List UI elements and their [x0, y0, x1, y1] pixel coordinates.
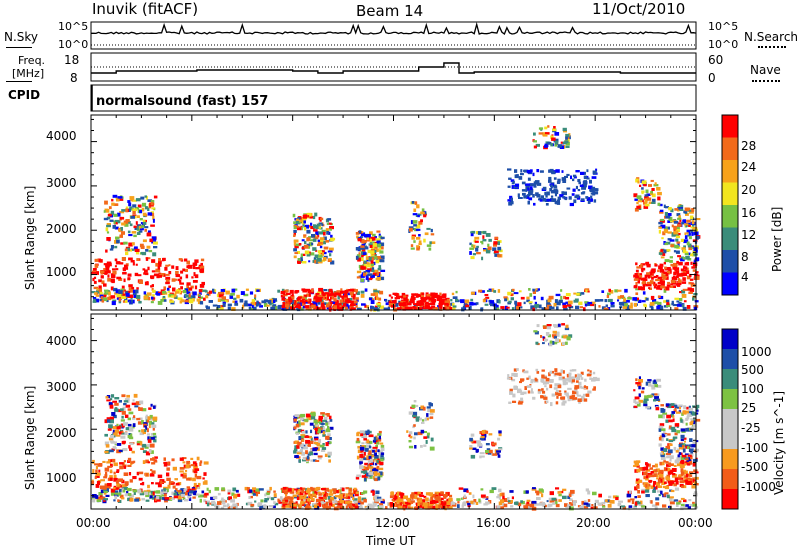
power-ytick-4000: 4000 — [46, 129, 77, 143]
vel-ytick-1000: 1000 — [46, 471, 77, 485]
vel-ytick-3000: 3000 — [46, 380, 77, 394]
power-ytick-2000: 2000 — [46, 222, 77, 236]
noise-sky-line — [91, 21, 697, 36]
vel-ytick-4000: 4000 — [46, 334, 77, 348]
vel-cbar-neg500: -500 — [741, 460, 769, 474]
vel-cbar-neg25: -25 — [741, 421, 761, 435]
power-colorbar — [721, 114, 739, 296]
xtick-2400: 00:00 — [678, 516, 713, 530]
xtick-1200: 12:00 — [375, 516, 410, 530]
xtick-0800: 08:00 — [274, 516, 309, 530]
power-cbar-16: 16 — [741, 206, 757, 220]
xtick-0400: 04:00 — [173, 516, 208, 530]
velocity-panel-frame — [90, 313, 697, 510]
noise-tick-bottom-left: 10^0 — [58, 38, 89, 51]
cpid-mode-text: normalsound (fast) 157 — [96, 94, 269, 109]
station-title: Inuvik (fitACF) — [92, 0, 199, 18]
nave-legend-line — [752, 80, 780, 82]
vel-cbar-neg1000: -1000 — [741, 480, 776, 494]
velocity-colorbar — [721, 328, 739, 510]
noise-search-label: N.Search — [744, 30, 799, 44]
noise-panel-frame — [90, 21, 697, 50]
noise-sky-label: N.Sky — [4, 30, 39, 44]
freq-tick-18: 18 — [64, 53, 80, 67]
velocity-axis-ticks — [90, 314, 697, 509]
xtick-1600: 16:00 — [476, 516, 511, 530]
freq-unit-label: [MHz] — [12, 67, 45, 80]
vel-cbar-neg100: -100 — [741, 441, 769, 455]
xtick-2000: 20:00 — [576, 516, 611, 530]
velocity-ylabel: Slant Range [km] — [23, 385, 37, 490]
vel-cbar-25: 25 — [741, 401, 757, 415]
power-cbar-12: 12 — [741, 228, 757, 242]
power-axis-ticks — [90, 115, 697, 310]
vel-cbar-500: 500 — [741, 363, 764, 377]
power-cbar-4: 4 — [741, 270, 749, 284]
power-cbar-24: 24 — [741, 160, 757, 174]
freq-line — [91, 62, 696, 74]
nave-tick-0: 0 — [708, 71, 716, 85]
freq-label: Freq. — [18, 54, 46, 67]
power-ylabel: Slant Range [km] — [23, 185, 37, 290]
vel-ytick-2000: 2000 — [46, 426, 77, 440]
beam-title: Beam 14 — [356, 2, 424, 20]
xtick-0000: 00:00 — [76, 516, 111, 530]
nave-tick-60: 60 — [708, 53, 724, 67]
noise-sky-legend-line — [6, 47, 32, 48]
cpid-label: CPID — [8, 88, 41, 102]
power-cbar-28: 28 — [741, 139, 757, 153]
cpid-panel-frame — [90, 84, 697, 112]
noise-tick-top-right: 10^5 — [708, 20, 739, 33]
noise-search-legend-line — [758, 46, 786, 48]
vel-cbar-1000: 1000 — [741, 345, 772, 359]
power-panel-frame — [90, 114, 697, 311]
velocity-scatter-layer — [91, 323, 701, 511]
power-cbar-8: 8 — [741, 250, 749, 264]
noise-tick-bottom-right: 10^0 — [708, 38, 739, 51]
xlabel: Time UT — [366, 534, 416, 548]
noise-tick-top-left: 10^5 — [58, 20, 89, 33]
vel-cbar-100: 100 — [741, 382, 764, 396]
nave-label: Nave — [750, 63, 781, 77]
power-cbar-20: 20 — [741, 183, 757, 197]
freq-legend-line — [6, 81, 32, 82]
power-ytick-3000: 3000 — [46, 176, 77, 190]
freq-tick-8: 8 — [70, 71, 78, 85]
power-scatter-layer — [91, 125, 701, 312]
power-colorbar-label: Power [dB] — [770, 206, 784, 272]
power-ytick-1000: 1000 — [46, 265, 77, 279]
date-title: 11/Oct/2010 — [592, 0, 686, 18]
